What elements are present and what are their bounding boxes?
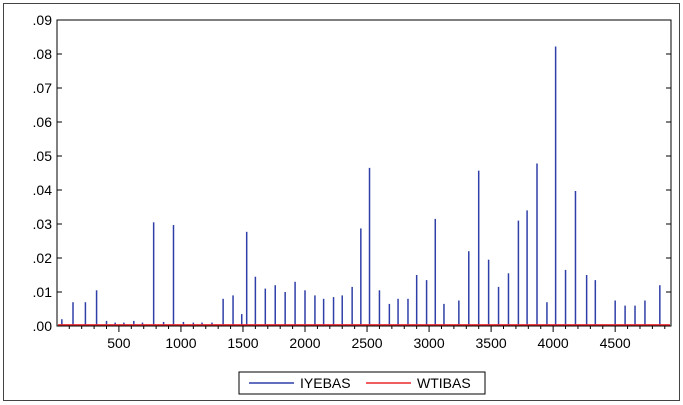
y-tick-label: .08 — [33, 46, 53, 62]
y-tick-label: .07 — [33, 80, 53, 96]
y-tick-label: .02 — [33, 250, 53, 266]
x-tick-label: 3000 — [413, 335, 444, 351]
legend-label-iyebas: IYEBAS — [300, 375, 351, 391]
legend: IYEBAS WTIBAS — [238, 371, 486, 395]
x-tick-label: 1500 — [227, 335, 258, 351]
legend-label-wtibas: WTIBAS — [417, 375, 471, 391]
plot-area — [56, 19, 672, 327]
x-tick-label: 1000 — [165, 335, 196, 351]
y-tick-label: .06 — [33, 114, 53, 130]
chart-svg: .00 .01 .02 .03 .04 .05 .06 .07 .08 .09 500 1000 150… — [33, 12, 672, 395]
y-tick-label: .01 — [33, 284, 53, 300]
legend-box — [238, 371, 486, 395]
y-tick-label: .04 — [33, 182, 53, 198]
x-tick-label: 3500 — [476, 335, 507, 351]
chart-frame: .00 .01 .02 .03 .04 .05 .06 .07 .08 .09 500 1000 150… — [3, 3, 680, 401]
y-tick-label: .00 — [33, 318, 53, 334]
y-tick-label: .05 — [33, 148, 53, 164]
x-tick-label: 4500 — [600, 335, 631, 351]
y-tick-label: .09 — [33, 12, 53, 28]
x-tick-label: 500 — [107, 335, 131, 351]
x-tick-label: 2000 — [289, 335, 320, 351]
x-tick-label: 4000 — [538, 335, 569, 351]
x-tick-label: 2500 — [351, 335, 382, 351]
y-tick-label: .03 — [33, 216, 53, 232]
